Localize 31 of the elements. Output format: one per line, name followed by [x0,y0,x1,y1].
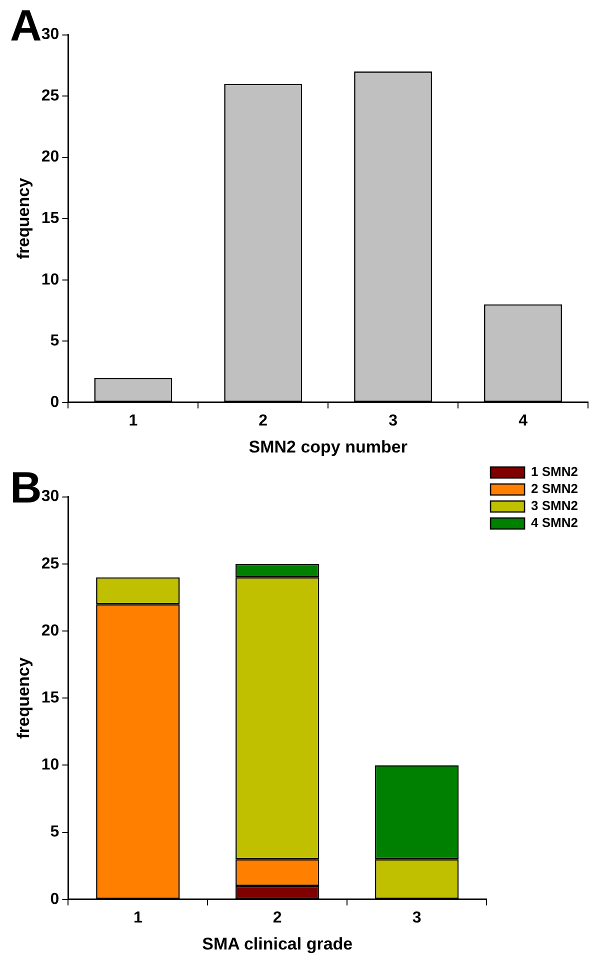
legend-label: 3 SMN2 [531,498,578,514]
legend-label: 2 SMN2 [531,481,578,496]
chart-title: B [10,464,42,513]
y-tick-label: 5 [50,332,60,350]
chart-title: A [10,2,42,51]
x-axis-title: SMN2 copy number [248,437,408,456]
y-tick-label: 15 [41,690,60,707]
x-tick-label: 2 [272,909,282,926]
x-tick-label: 1 [133,909,142,926]
y-tick-label: 0 [50,890,60,908]
y-tick-label: 25 [41,555,60,572]
x-tick-label: 1 [128,412,138,430]
y-tick-label: 25 [41,87,60,104]
y-tick-label: 15 [41,210,60,228]
x-tick-label: 3 [412,909,422,926]
x-tick-label: 4 [518,412,528,430]
x-axis-title: SMA clinical grade [202,934,353,954]
legend-label: 4 SMN2 [531,515,578,530]
y-tick-label: 10 [41,756,60,774]
y-tick-label: 5 [50,824,60,841]
x-tick-label: 3 [388,412,398,430]
y-tick-label: 20 [41,622,60,640]
x-tick-label: 2 [258,412,268,430]
y-axis-title: frequency [14,177,33,260]
y-tick-label: 30 [41,488,60,506]
y-axis-title: frequency [14,656,33,739]
y-tick-label: 10 [41,271,60,288]
legend-label: 1 SMN2 [531,464,578,480]
y-tick-label: 0 [50,394,60,411]
y-tick-label: 20 [41,148,60,166]
y-tick-label: 30 [41,26,60,44]
